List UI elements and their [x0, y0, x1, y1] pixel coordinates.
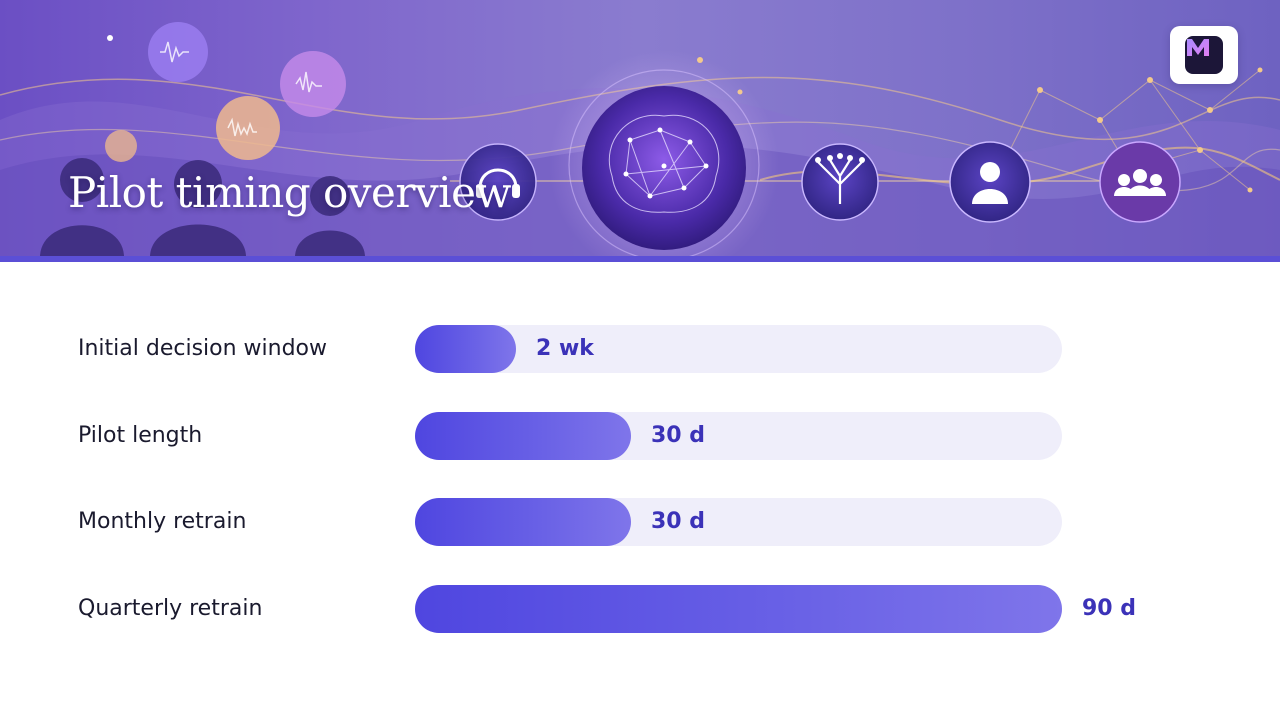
waveform-bubble-icon: [105, 22, 346, 162]
bar-row: Monthly retrain 30 d: [0, 498, 1280, 546]
tree-icon: [801, 143, 879, 221]
headset-icon: [459, 143, 537, 221]
app-logo: [1170, 26, 1238, 84]
bar: [415, 411, 631, 460]
bar-category-label: Pilot length: [78, 422, 203, 448]
bar: [415, 325, 516, 373]
bar-row: Pilot length 30 d: [0, 411, 1280, 460]
bar-value-label: 2 wk: [536, 336, 594, 361]
bar-track: [415, 498, 1062, 546]
timing-bar-chart: Initial decision window 2 wk Pilot length 3…: [0, 262, 1280, 720]
banner-illustration: [0, 22, 1280, 256]
bar: [415, 584, 1062, 633]
team-icon: [1099, 141, 1181, 223]
bar-track: [415, 584, 1062, 633]
brain-network-icon: [549, 50, 779, 256]
logo-m-icon: [1187, 39, 1209, 56]
bar-value-label: 90 d: [1082, 595, 1137, 621]
header-banner: Pilot timing overview: [0, 0, 1280, 256]
bar-category-label: Monthly retrain: [78, 509, 247, 534]
bar-value-label: 30 d: [651, 422, 706, 448]
bar-category-label: Quarterly retrain: [78, 595, 263, 621]
bar-value-label: 30 d: [651, 509, 706, 534]
bar-row: Quarterly retrain 90 d: [0, 584, 1280, 633]
page-title: Pilot timing overview: [68, 168, 511, 217]
bar-row: Initial decision window 2 wk: [0, 325, 1280, 373]
banner-divider: [0, 256, 1280, 262]
user-icon: [949, 141, 1031, 223]
bar-category-label: Initial decision window: [78, 336, 328, 361]
bar-track: [415, 325, 1062, 373]
bar-track: [415, 411, 1062, 460]
bar: [415, 498, 631, 546]
